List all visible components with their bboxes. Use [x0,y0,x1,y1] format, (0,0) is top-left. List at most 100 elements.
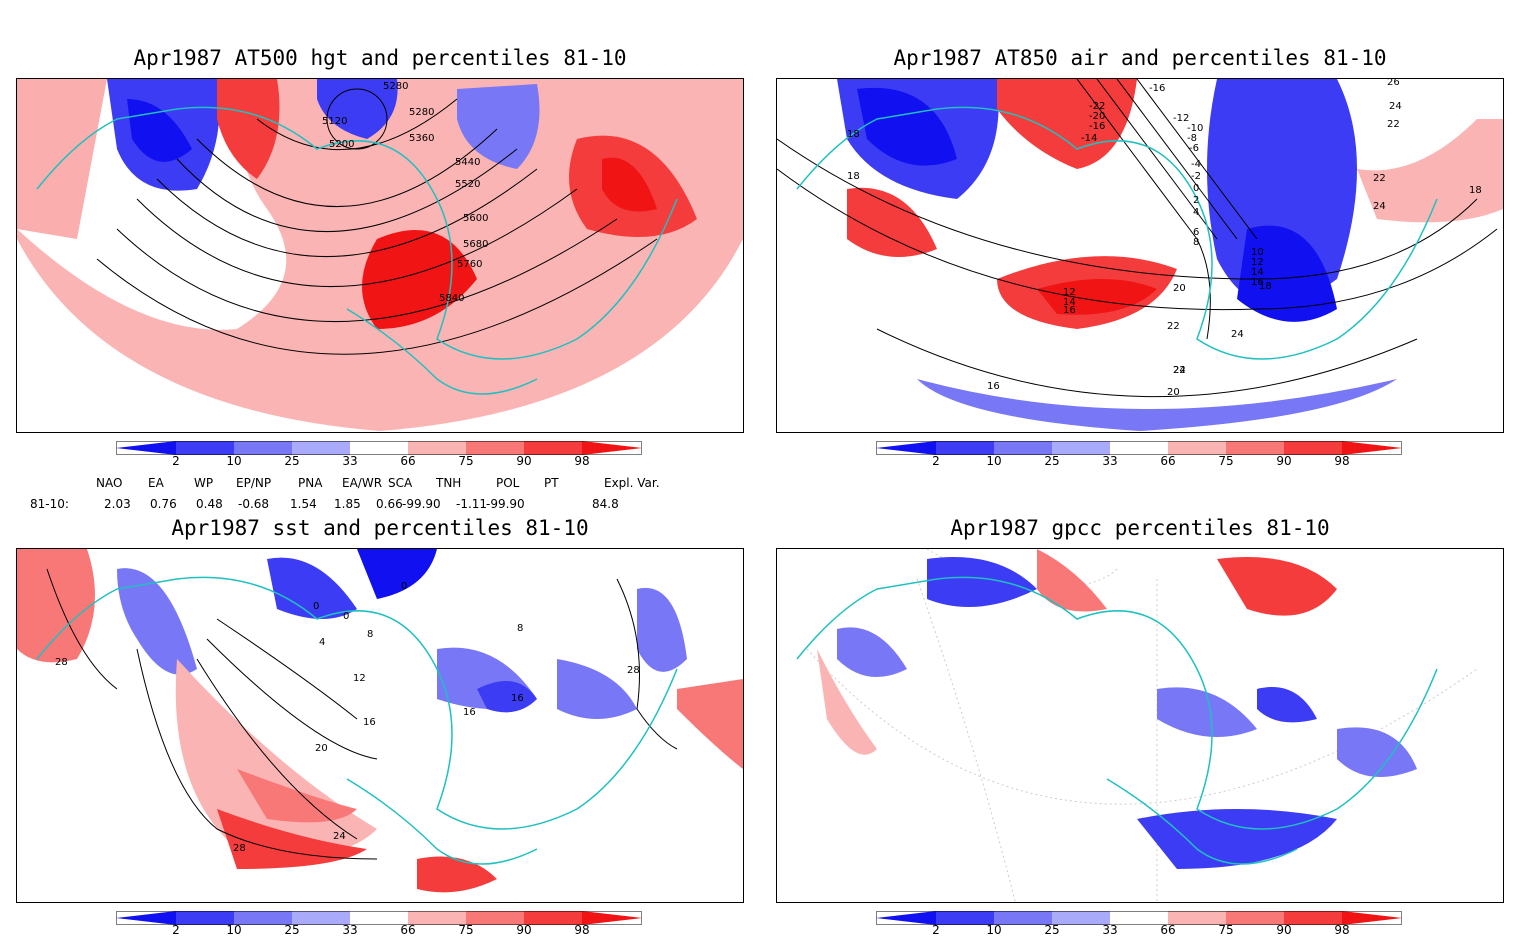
colorbar-label: 33 [342,923,358,937]
svg-text:16: 16 [1063,305,1076,316]
svg-text:14: 14 [1251,267,1264,278]
svg-text:16: 16 [987,381,1000,392]
colorbar-top-left-svg [116,441,642,455]
svg-text:16: 16 [463,707,476,718]
colorbar-label: 2 [932,923,940,937]
svg-text:2: 2 [1193,195,1199,206]
map-panel-hgt: 5280 5120 5200 5280 5360 5440 5520 5600 5680 5… [16,78,744,433]
index-value: 2.03 [104,497,131,511]
svg-text:26: 26 [1387,79,1400,88]
index-value: 0.66 [376,497,403,511]
colorbar-label: 66 [1160,923,1176,937]
svg-text:5840: 5840 [439,293,464,304]
svg-text:8: 8 [1193,237,1199,248]
colorbar-label: 10 [226,923,242,937]
index-header: Expl. Var. [604,476,660,490]
svg-text:28: 28 [55,657,68,668]
svg-text:12: 12 [1251,257,1264,268]
svg-text:-20: -20 [1089,111,1105,122]
colorbar-label: 25 [1044,923,1060,937]
svg-text:-2: -2 [1191,171,1201,182]
svg-text:0: 0 [401,581,407,592]
svg-text:28: 28 [627,665,640,676]
index-value: -1.11 [456,497,488,511]
panel-title-sst: Apr1987 sst and percentiles 81-10 [171,516,589,540]
colorbar-top-right: 2 10 25 33 66 75 90 98 [876,440,1406,470]
svg-text:22: 22 [1387,119,1400,130]
svg-text:22: 22 [1373,173,1386,184]
svg-text:16: 16 [363,717,376,728]
svg-text:-22: -22 [1089,101,1105,112]
index-value: 84.8 [592,497,619,511]
colorbar-label: 75 [1218,454,1234,468]
index-header: SCA [388,476,413,490]
svg-text:12: 12 [353,673,366,684]
colorbar-label: 75 [1218,923,1234,937]
svg-text:20: 20 [1167,387,1180,398]
svg-text:18: 18 [1469,185,1482,196]
svg-text:0: 0 [343,611,349,622]
colorbar-label: 98 [1334,923,1350,937]
map-air-canvas: -16-22-20 -16-14-12 -10-8-6 -4-20 246 81… [777,79,1503,431]
svg-text:14: 14 [1063,297,1076,308]
colorbar-label: 25 [284,923,300,937]
svg-text:0: 0 [1193,183,1199,194]
index-value: -99.90 [486,497,525,511]
index-header: PT [544,476,559,490]
colorbar-label: 90 [1276,454,1292,468]
colorbar-bottom-left-svg [116,911,642,925]
colorbar-label: 90 [1276,923,1292,937]
svg-text:24: 24 [333,831,346,842]
svg-text:16: 16 [511,693,524,704]
colorbar-label: 98 [574,454,590,468]
svg-text:24: 24 [1373,201,1386,212]
svg-text:5280: 5280 [409,107,434,118]
svg-text:22: 22 [1167,321,1180,332]
svg-text:18: 18 [847,171,860,182]
svg-text:28: 28 [233,843,246,854]
map-sst-canvas: 0 0 0 4 8 12 16 20 24 28 28 28 8 16 16 [17,549,743,893]
svg-text:-6: -6 [1189,143,1199,154]
colorbar-label: 90 [516,454,532,468]
colorbar-label: 25 [1044,454,1060,468]
map-panel-sst: 0 0 0 4 8 12 16 20 24 28 28 28 8 16 16 [16,548,744,903]
index-value: 1.85 [334,497,361,511]
svg-text:-16: -16 [1089,121,1105,132]
svg-text:24: 24 [1173,365,1186,376]
colorbar-top-left: 2 10 25 33 66 75 90 98 [116,440,646,470]
colorbar-label: 33 [1102,454,1118,468]
colorbar-label: 33 [1102,923,1118,937]
colorbar-label: 2 [172,454,180,468]
colorbar-label: 75 [458,454,474,468]
colorbar-top-right-svg [876,441,1402,455]
index-value: 0.76 [150,497,177,511]
svg-text:20: 20 [1173,283,1186,294]
svg-text:5120: 5120 [322,116,347,127]
map-hgt-canvas: 5280 5120 5200 5280 5360 5440 5520 5600 5680 5… [17,79,743,431]
index-row-label: 81-10: [30,497,69,511]
colorbar-label: 25 [284,454,300,468]
svg-text:18: 18 [847,129,860,140]
svg-text:5280: 5280 [383,81,408,92]
svg-text:18: 18 [1259,281,1272,292]
colorbar-label: 66 [400,923,416,937]
svg-text:5760: 5760 [457,259,482,270]
index-header: POL [496,476,520,490]
index-header: EA [148,476,164,490]
index-header: WP [194,476,214,490]
svg-text:-16: -16 [1149,83,1165,94]
svg-text:-4: -4 [1191,159,1201,170]
map-gpcc-canvas [796,549,1478,902]
colorbar-label: 66 [1160,454,1176,468]
colorbar-label: 33 [342,454,358,468]
svg-text:4: 4 [1193,207,1199,218]
svg-text:22: 22 [1173,365,1186,376]
panel-title-gpcc: Apr1987 gpcc percentiles 81-10 [950,516,1330,540]
colorbar-label: 66 [400,454,416,468]
index-value: 0.48 [196,497,223,511]
map-panel-gpcc [776,548,1504,903]
index-header: PNA [298,476,323,490]
index-value: -0.68 [238,497,270,511]
colorbar-bottom-left: 2 10 25 33 66 75 90 98 [116,910,646,940]
